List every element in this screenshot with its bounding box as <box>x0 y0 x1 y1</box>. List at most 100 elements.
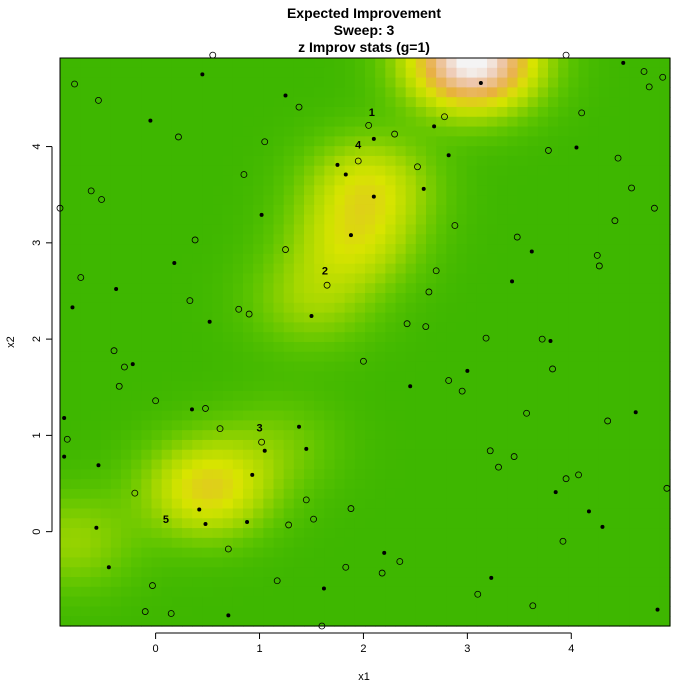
heatmap-cell <box>517 616 529 627</box>
heatmap-cell <box>263 87 275 98</box>
heatmap-cell <box>354 586 366 598</box>
open-point <box>282 246 289 253</box>
heatmap-cell <box>609 508 620 519</box>
heatmap-cell <box>609 547 620 559</box>
heatmap-cell <box>537 116 549 128</box>
heatmap-cell <box>182 557 193 568</box>
heatmap-cell <box>558 195 569 206</box>
heatmap-cell <box>314 253 325 265</box>
heatmap-cell <box>446 537 458 549</box>
heatmap-cell <box>314 214 325 226</box>
heatmap-cell <box>375 498 386 510</box>
heatmap-cell <box>80 234 92 245</box>
heatmap-cell <box>334 498 346 510</box>
heatmap-cell <box>497 479 508 490</box>
heatmap-cell <box>507 371 519 382</box>
heatmap-cell <box>131 175 142 186</box>
heatmap-cell <box>415 410 427 421</box>
heatmap-cell <box>283 420 295 431</box>
heatmap-cell <box>263 302 275 314</box>
heatmap-cell <box>293 312 305 324</box>
heatmap-cell <box>639 126 651 137</box>
heatmap-cell <box>253 312 264 324</box>
heatmap-cell <box>222 596 234 608</box>
filled-point <box>304 446 309 451</box>
heatmap-cell <box>517 146 529 157</box>
heatmap-cell <box>405 175 417 186</box>
heatmap-cell <box>151 469 163 480</box>
heatmap-cell <box>578 400 590 412</box>
heatmap-cell <box>578 430 590 441</box>
heatmap-cell <box>131 77 142 88</box>
heatmap-cell <box>578 390 590 402</box>
heatmap-cell <box>222 214 234 226</box>
heatmap-cell <box>80 371 92 382</box>
heatmap-cell <box>293 537 305 549</box>
heatmap-cell <box>182 390 193 402</box>
heatmap-cell <box>263 616 275 627</box>
heatmap-cell <box>568 577 580 588</box>
heatmap-cell <box>141 508 153 519</box>
heatmap-cell <box>60 185 71 196</box>
heatmap-cell <box>141 224 153 235</box>
heatmap-cell <box>243 77 254 88</box>
heatmap-cell <box>232 204 244 216</box>
heatmap-cell <box>375 586 386 598</box>
heatmap-cell <box>507 596 519 608</box>
heatmap-cell <box>293 342 305 353</box>
heatmap-cell <box>100 518 112 529</box>
heatmap-cell <box>212 488 224 500</box>
heatmap-cell <box>222 224 234 235</box>
heatmap-cell <box>314 488 325 500</box>
heatmap-cell <box>324 185 336 196</box>
heatmap-cell <box>375 263 386 275</box>
heatmap-cell <box>629 253 641 265</box>
heatmap-cell <box>70 214 81 226</box>
heatmap-cell <box>426 371 437 382</box>
heatmap-cell <box>70 283 81 294</box>
heatmap-cell <box>466 488 478 500</box>
heatmap-cell <box>527 283 539 294</box>
heatmap-cell <box>629 508 641 519</box>
open-point <box>141 608 149 615</box>
heatmap-cell <box>60 361 71 372</box>
heatmap-cell <box>476 528 488 539</box>
heatmap-cell <box>60 155 71 167</box>
heatmap-cell <box>395 537 407 549</box>
heatmap-cell <box>456 87 468 98</box>
heatmap-cell <box>334 400 346 412</box>
heatmap-cell <box>639 586 651 598</box>
heatmap-cell <box>548 342 559 353</box>
heatmap-cell <box>263 155 275 167</box>
heatmap-cell <box>517 273 529 284</box>
heatmap-cell <box>649 420 661 431</box>
heatmap-cell <box>151 547 163 559</box>
heatmap-cell <box>405 302 417 314</box>
heatmap-cell <box>344 449 356 461</box>
heatmap-cell <box>436 322 447 333</box>
heatmap-cell <box>243 547 254 559</box>
heatmap-cell <box>222 371 234 382</box>
heatmap-cell <box>365 410 376 421</box>
open-point <box>378 569 386 577</box>
heatmap-cell <box>202 136 214 147</box>
heatmap-cell <box>609 273 620 284</box>
heatmap-cell <box>517 449 529 461</box>
heatmap-cell <box>446 586 458 598</box>
heatmap-cell <box>202 430 214 441</box>
heatmap-cell <box>222 606 234 617</box>
heatmap-cell <box>507 410 519 421</box>
heatmap-cell <box>202 479 214 490</box>
heatmap-cell <box>588 449 600 461</box>
heatmap-cell <box>141 165 153 177</box>
heatmap-cell <box>507 126 519 137</box>
heatmap-cell <box>456 126 468 137</box>
heatmap-cell <box>354 185 366 196</box>
heatmap-cell <box>639 469 651 480</box>
heatmap-cell <box>497 537 508 549</box>
heatmap-cell <box>141 596 153 608</box>
heatmap-cell <box>293 155 305 167</box>
heatmap-cell <box>314 87 325 98</box>
heatmap-cell <box>588 204 600 216</box>
heatmap-cell <box>598 253 610 265</box>
